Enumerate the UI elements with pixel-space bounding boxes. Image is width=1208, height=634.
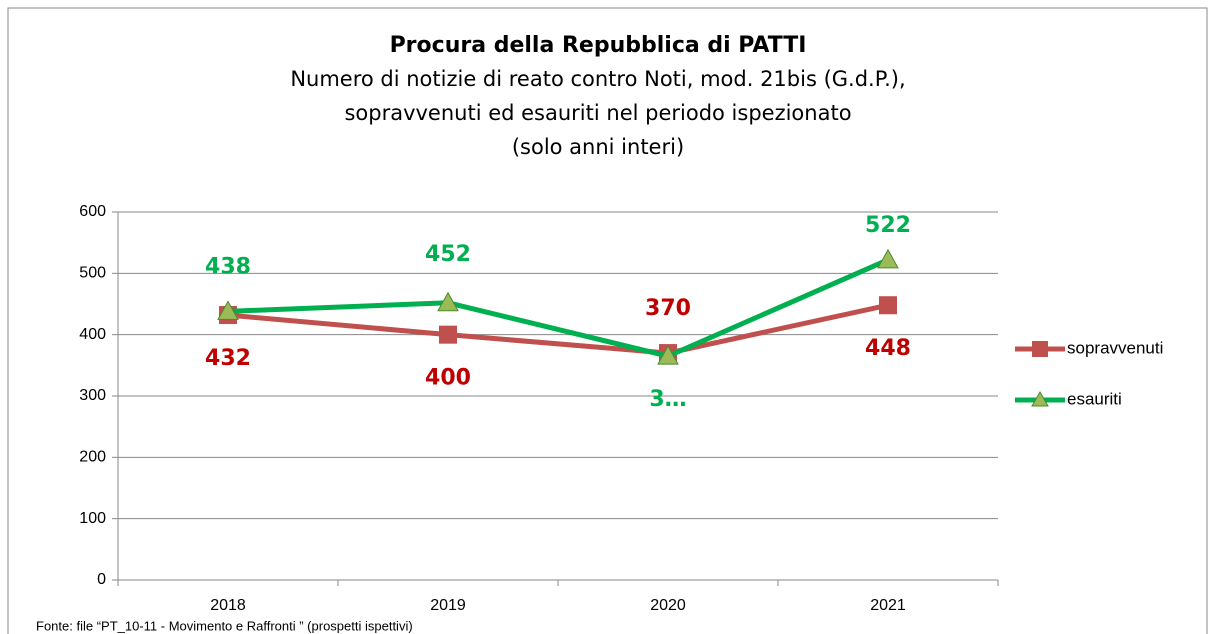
marker — [217, 300, 239, 320]
chart-title: Procura della Repubblica di PATTI — [390, 33, 807, 58]
legend-label: sopravvenuti — [1067, 338, 1163, 357]
legend-marker — [1031, 390, 1049, 407]
x-tick-label: 2021 — [870, 597, 906, 614]
marker — [877, 248, 899, 269]
marker — [879, 296, 897, 315]
y-tick-label: 500 — [79, 265, 106, 282]
chart-subtitle: sopravvenuti ed esauriti nel periodo isp… — [344, 101, 851, 125]
data-label: 370 — [645, 296, 691, 321]
series-line — [227, 257, 890, 359]
x-tick-label: 2019 — [430, 597, 466, 614]
y-tick-label: 0 — [97, 571, 106, 588]
y-tick-label: 200 — [79, 449, 106, 466]
marker — [657, 345, 679, 365]
data-label: 522 — [865, 213, 911, 238]
y-tick-label: 100 — [79, 510, 106, 527]
data-label: 432 — [205, 346, 251, 371]
source-note: Fonte: file “PT_10-11 - Movimento e Raff… — [36, 618, 413, 633]
data-label: 3… — [649, 387, 686, 412]
legend-label: esauriti — [1067, 389, 1122, 408]
data-label: 400 — [425, 366, 471, 391]
chart-subtitle: Numero di notizie di reato contro Noti, … — [290, 67, 905, 91]
legend-marker — [1032, 341, 1048, 357]
y-tick-label: 300 — [79, 387, 106, 404]
chart-frame — [7, 7, 1208, 634]
x-tick-label: 2020 — [650, 597, 686, 614]
x-tick-label: 2018 — [210, 597, 246, 614]
marker — [439, 325, 457, 344]
marker — [437, 291, 459, 312]
data-label: 448 — [865, 336, 911, 361]
data-label: 438 — [205, 254, 251, 279]
chart-subtitle: (solo anni interi) — [512, 135, 684, 159]
y-tick-label: 400 — [79, 326, 106, 343]
series-line — [227, 302, 889, 356]
data-label: 452 — [425, 242, 471, 267]
y-tick-label: 600 — [79, 203, 106, 220]
